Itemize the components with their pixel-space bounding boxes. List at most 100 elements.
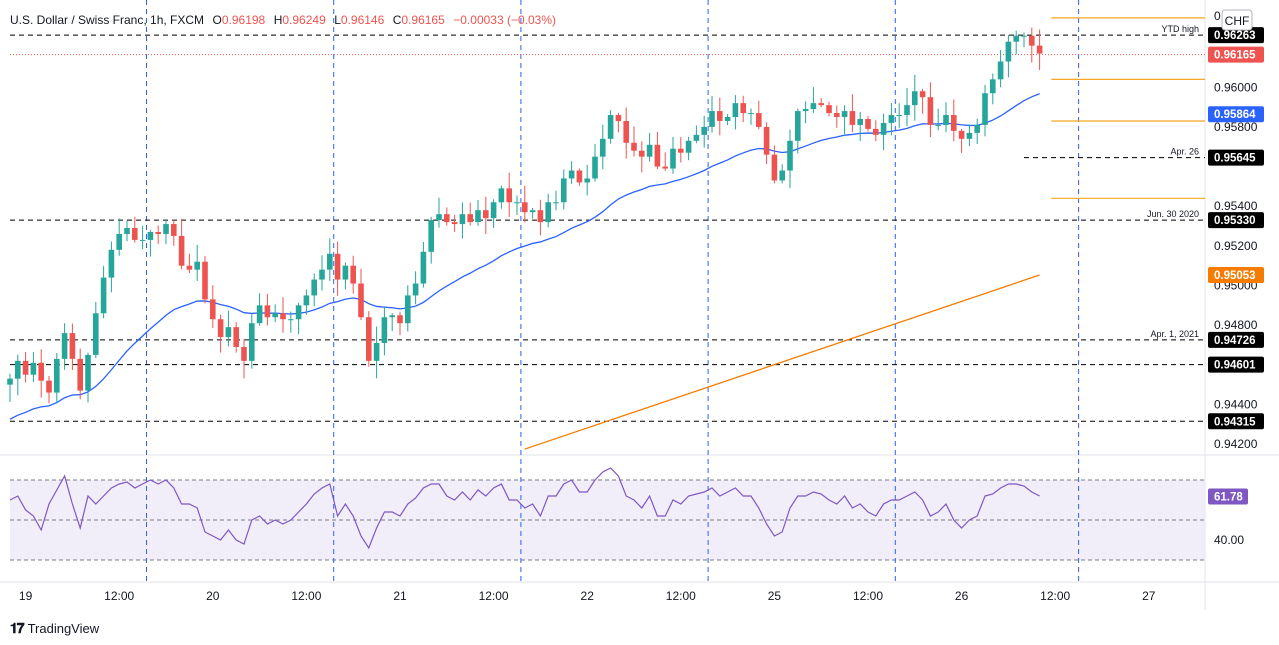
candle-34 — [272, 304, 278, 323]
candle-35 — [280, 297, 286, 333]
candle-body-100 — [787, 140, 793, 171]
candle-66 — [522, 185, 528, 223]
low-value: 0.96146 — [341, 13, 385, 27]
candle-112 — [880, 113, 887, 151]
rsi-line — [9, 467, 1040, 550]
candle-body-80 — [631, 142, 637, 151]
candle-body-98 — [771, 154, 778, 181]
candle-127 — [997, 50, 1004, 88]
candle-114 — [896, 103, 902, 128]
candle-body-115 — [904, 105, 910, 116]
candle-body-40 — [319, 269, 325, 280]
candle-108 — [849, 94, 856, 133]
candle-62 — [490, 199, 497, 228]
candle-45 — [358, 268, 364, 321]
candle-94 — [740, 95, 746, 123]
candle-body-0 — [7, 378, 13, 385]
candle-body-68 — [537, 210, 544, 223]
candlesticks — [7, 27, 1043, 404]
candle-body-109 — [857, 118, 863, 125]
change-value: −0.00033 (−0.03%) — [453, 13, 556, 27]
candle-6 — [54, 352, 60, 404]
time-tick-5: 12:00 — [479, 589, 509, 603]
price-label-box-0.95864 — [1208, 106, 1264, 123]
candle-body-26 — [210, 299, 216, 320]
candle-73 — [576, 168, 583, 186]
candle-67 — [529, 208, 536, 219]
candle-97 — [763, 122, 770, 164]
candle-body-24 — [194, 261, 200, 270]
level-note-6: Apr. 1, 2021 — [1150, 329, 1199, 339]
candle-16 — [132, 216, 138, 243]
candle-body-32 — [256, 305, 263, 324]
candle-26 — [210, 285, 216, 328]
candle-body-97 — [763, 126, 770, 155]
candle-body-16 — [132, 228, 138, 240]
candle-54 — [428, 216, 434, 264]
candle-body-72 — [568, 170, 575, 179]
price-label-box-0.96165 — [1208, 46, 1264, 63]
currency-button[interactable]: CHF — [1221, 9, 1253, 31]
candle-body-87 — [685, 140, 692, 153]
candle-20 — [163, 219, 169, 245]
time-tick-1: 12:00 — [104, 589, 134, 603]
candle-125 — [982, 84, 988, 137]
candle-body-15 — [124, 228, 130, 234]
candle-52 — [412, 271, 419, 305]
candle-61 — [483, 196, 489, 235]
candle-body-63 — [498, 188, 505, 203]
candle-body-69 — [545, 202, 551, 223]
price-tick-0.95800: 0.95800 — [1214, 120, 1258, 134]
candle-body-116 — [912, 91, 918, 106]
candle-126 — [990, 73, 996, 105]
candle-body-4 — [38, 362, 44, 381]
candle-21 — [171, 219, 177, 246]
candle-80 — [631, 126, 637, 157]
candle-33 — [264, 293, 271, 326]
symbol-title: U.S. Dollar / Swiss Franc, 1h, FXCM — [10, 13, 204, 27]
candle-13 — [108, 241, 115, 293]
candle-104 — [818, 98, 824, 108]
price-label-box-0.94601 — [1208, 356, 1264, 373]
candle-body-126 — [990, 79, 996, 94]
candle-body-104 — [818, 103, 824, 106]
candle-65 — [514, 195, 520, 216]
candle-90 — [709, 95, 715, 133]
candle-body-62 — [490, 202, 497, 219]
close-value: 0.96165 — [401, 13, 445, 27]
candle-body-10 — [85, 354, 91, 391]
brand-footer[interactable]: 𝟏𝟕 TradingView — [10, 620, 99, 637]
time-tick-7: 12:00 — [666, 589, 696, 603]
price-label-0.94726: 0.94726 — [1214, 335, 1256, 347]
candle-41 — [327, 238, 333, 281]
price-label-0.95645: 0.95645 — [1214, 153, 1256, 165]
candle-98 — [771, 145, 778, 184]
candle-7 — [61, 323, 68, 370]
candle-body-14 — [116, 233, 122, 250]
candle-22 — [178, 218, 185, 270]
candle-103 — [810, 87, 817, 113]
candle-body-11 — [93, 313, 99, 355]
candle-15 — [124, 220, 130, 242]
candle-129 — [1013, 30, 1019, 55]
candle-63 — [498, 185, 505, 209]
candle-body-3 — [30, 362, 37, 375]
candle-body-89 — [701, 126, 707, 135]
candle-111 — [873, 120, 879, 142]
candle-107 — [841, 105, 848, 135]
candle-body-53 — [420, 251, 427, 284]
candle-body-51 — [405, 295, 411, 324]
candle-body-127 — [997, 61, 1004, 80]
candle-69 — [545, 193, 551, 228]
candle-47 — [373, 326, 380, 379]
candle-19 — [155, 225, 161, 244]
candle-body-105 — [826, 105, 832, 114]
candle-body-112 — [880, 122, 887, 135]
candle-84 — [662, 152, 668, 171]
candle-body-84 — [662, 166, 668, 169]
candle-body-23 — [186, 265, 193, 270]
candle-86 — [678, 137, 684, 163]
candle-75 — [592, 144, 598, 182]
time-tick-2: 20 — [206, 589, 220, 603]
